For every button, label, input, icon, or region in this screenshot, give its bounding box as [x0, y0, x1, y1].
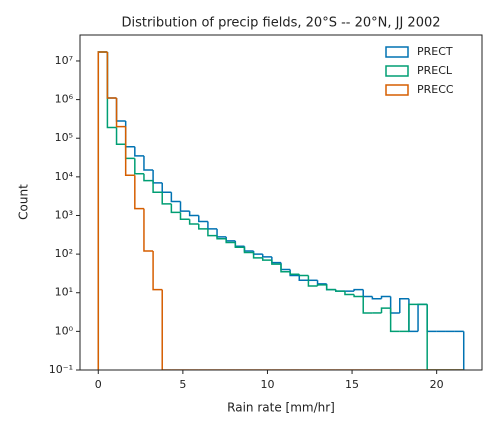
- histogram-step: [408, 303, 419, 332]
- histogram-step: [161, 289, 172, 370]
- histogram-step: [316, 280, 327, 285]
- y-tick-label: 10⁻¹: [49, 363, 73, 376]
- y-tick-label: 10²: [55, 247, 73, 260]
- legend-label: PRECT: [417, 45, 453, 58]
- histogram-step: [207, 221, 218, 230]
- axes-frame: [79, 34, 483, 371]
- histogram-step: [134, 158, 144, 175]
- histogram-step: [97, 51, 108, 370]
- histogram-step: [362, 289, 373, 298]
- histogram-step: [353, 294, 364, 298]
- histogram-step: [188, 211, 199, 217]
- histogram-step: [152, 251, 163, 291]
- plot: [97, 51, 465, 370]
- histogram-step: [97, 51, 108, 370]
- histogram-step: [97, 51, 108, 370]
- histogram-step: [289, 271, 300, 276]
- histogram-step: [115, 127, 126, 145]
- histogram-step: [243, 246, 254, 252]
- chart-title: Distribution of precip fields, 20°S -- 2…: [121, 16, 440, 31]
- histogram-step: [143, 208, 154, 252]
- histogram-step: [380, 295, 391, 299]
- y-tick-label: 10⁴: [55, 170, 74, 183]
- legend-swatch: [385, 65, 409, 77]
- x-tick-label: 5: [179, 378, 186, 391]
- histogram-step: [371, 296, 382, 300]
- histogram-step: [170, 203, 181, 214]
- histogram-step: [261, 254, 272, 258]
- histogram-step: [389, 296, 400, 314]
- histogram-step: [325, 284, 336, 291]
- y-tick-label: 10⁰: [55, 324, 74, 337]
- histogram-step: [325, 283, 336, 291]
- histogram-step: [216, 235, 227, 240]
- y-tick-label: 10⁷: [55, 54, 73, 67]
- x-tick-label: 15: [345, 378, 359, 391]
- histogram-step: [179, 201, 190, 212]
- y-tick-label: 10¹: [55, 286, 73, 299]
- histogram-step: [179, 212, 190, 220]
- y-tick-label: 10⁵: [55, 131, 73, 144]
- histogram-step: [115, 97, 126, 128]
- histogram-step: [316, 284, 327, 286]
- histogram-step: [170, 192, 181, 203]
- histogram-step: [115, 97, 126, 122]
- histogram-step: [243, 247, 254, 254]
- histogram-step: [298, 275, 309, 282]
- histogram-step: [234, 240, 245, 247]
- histogram-step: [252, 252, 263, 259]
- histogram-step: [106, 52, 117, 129]
- histogram-step: [307, 275, 318, 287]
- histogram-step: [353, 288, 364, 292]
- histogram-step: [134, 146, 144, 157]
- histogram-step: [225, 236, 236, 242]
- histogram-step: [198, 224, 208, 230]
- y-tick-label: 10⁶: [55, 93, 74, 106]
- histogram-step: [426, 304, 437, 333]
- legend-label: PRECL: [417, 64, 453, 77]
- histogram-step: [271, 256, 281, 264]
- histogram-step: [298, 274, 309, 277]
- histogram-step: [380, 307, 391, 313]
- legend-swatch: [385, 84, 409, 96]
- histogram-step: [417, 303, 428, 332]
- x-tick-label: 20: [430, 378, 444, 391]
- histogram-step: [161, 182, 172, 193]
- histogram-step: [143, 173, 154, 182]
- histogram-step: [389, 308, 400, 333]
- legend-swatch: [385, 46, 409, 58]
- x-tick-label: 0: [95, 378, 102, 391]
- histogram-step: [161, 192, 172, 205]
- histogram-step: [399, 297, 409, 313]
- histogram-step: [124, 126, 135, 177]
- histogram-step: [362, 296, 373, 314]
- histogram-step: [280, 264, 291, 273]
- histogram-step: [106, 52, 117, 99]
- histogram-step: [216, 228, 227, 238]
- histogram-step: [106, 52, 117, 99]
- histogram-step: [124, 120, 135, 148]
- x-tick-label: 10: [260, 378, 274, 391]
- histogram-step: [188, 219, 199, 225]
- histogram-step: [134, 175, 144, 210]
- histogram-step: [335, 289, 345, 292]
- histogram-step: [271, 260, 281, 265]
- histogram-step: [198, 215, 208, 223]
- histogram-step: [152, 170, 163, 184]
- y-axis-label: Count: [17, 184, 31, 220]
- histogram-step: [344, 291, 355, 296]
- histogram-step: [207, 228, 218, 237]
- histogram-step: [152, 180, 163, 193]
- histogram-step: [143, 155, 154, 171]
- histogram-step: [280, 262, 291, 271]
- x-axis-label: Rain rate [mm/hr]: [227, 401, 335, 415]
- histogram-step: [261, 257, 272, 261]
- y-tick-label: 10³: [55, 208, 73, 221]
- histogram-step: [225, 238, 236, 244]
- histogram-step: [426, 304, 437, 370]
- histogram-step: [234, 242, 245, 249]
- histogram-step: [252, 251, 263, 255]
- legend-label: PRECC: [417, 83, 454, 96]
